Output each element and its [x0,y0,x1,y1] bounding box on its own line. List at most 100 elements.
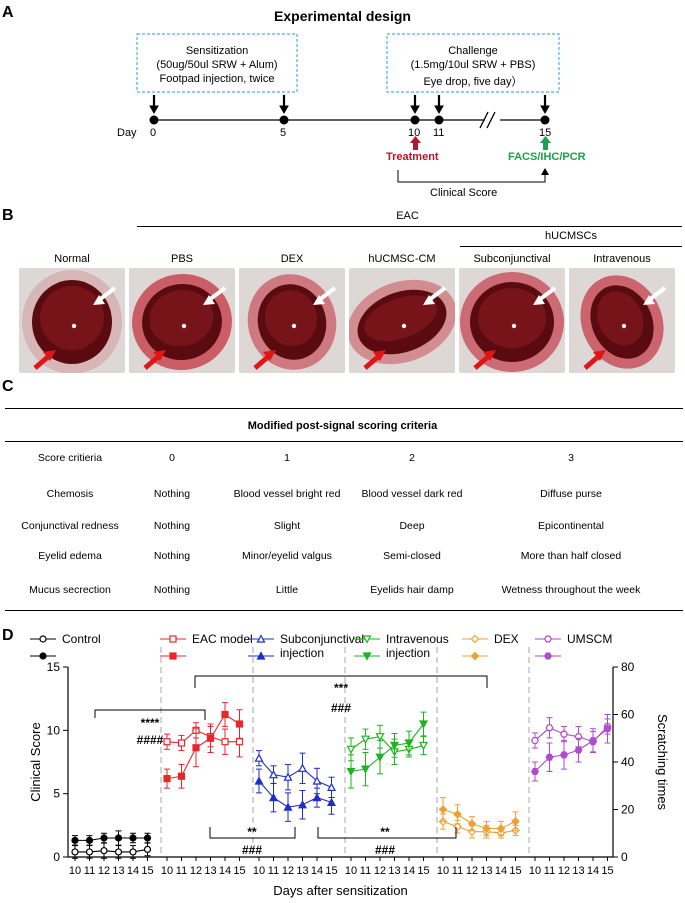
table-cell: Mucus secrection [29,584,111,596]
x-tick-label: 12 [466,865,478,877]
eye-label-subconjunctival: Subconjunctival [473,253,551,265]
score-line [258,757,332,788]
legend-marker-filled [169,652,177,660]
score-point [545,724,554,732]
table-cell: Diffuse purse [540,488,602,500]
table-cell: Eyelids hair damp [370,584,454,596]
red-arrow-icon [143,350,166,370]
table-cell: Little [275,584,299,596]
eye-photo-pbs [129,268,235,373]
legend-label: DEX [494,632,519,646]
scratch-point [418,720,429,729]
x-tick-label: 13 [296,865,308,877]
red-arrow-icon [473,350,496,370]
y2-tick-label: 0 [621,850,628,864]
score-line [75,848,148,853]
white-arrow-icon [643,286,667,305]
scratch-point [100,834,108,842]
sensitization-dose: (50ug/50ul SRW + Alum) [156,59,278,71]
x-tick-label: 11 [360,865,371,877]
scratch-point [453,809,462,819]
x-tick-label: 12 [190,865,202,877]
x-tick-label: 14 [219,865,231,877]
sig-left-hash: #### [137,733,164,747]
eye-photo-subconjunctival [459,268,565,373]
scratch-point [114,834,123,842]
table-title: Modified post-signal scoring criteria [247,420,438,432]
sig-mid2-star: ** [380,825,390,839]
score-point [326,782,337,791]
x-tick-label: 14 [587,865,599,877]
score-point [177,739,186,747]
table-cell: Eyelid edema [38,550,102,562]
eye-label-normal: Normal [54,253,90,265]
table-cell: Wetness throughout the week [501,584,641,596]
score-line [166,729,240,744]
sig-top-star: *** [334,681,348,695]
clinical-score-chart: 0 5 10 15 0 20 40 60 80 Clinical Score Scratching … [28,632,670,898]
table-cell: Minor/eyelid valgus [242,550,332,562]
sig-left-star: **** [141,716,160,730]
legend-label: Intravenous [386,632,449,646]
challenge-title: Challenge [448,45,498,57]
sig-bracket-mid2 [317,827,457,839]
y-tick-label: 15 [47,660,61,674]
panel-c-letter: C [2,378,14,395]
y2-tick-label: 80 [621,660,635,674]
x-tick-label: 14 [495,865,507,877]
score-point [143,845,152,853]
x-tick-label: 14 [311,865,323,877]
y-tick-label: 0 [53,850,60,864]
legend-marker-open [470,634,480,644]
score-point [114,848,123,856]
white-arrow-icon [203,286,227,305]
x-tick-label: 13 [204,865,216,877]
x-tick-label: 15 [509,865,521,877]
score-point [560,730,568,738]
score-point [221,738,229,746]
scratch-point [326,797,337,806]
scratch-line [166,713,240,780]
scratch-point [574,746,583,754]
scratch-point [235,720,244,728]
legend-label: Subconjunctival [280,632,364,646]
scratch-point [545,753,554,761]
hucmscs-label: hUCMSCs [545,230,597,242]
x-tick-label: 14 [403,865,415,877]
y-tick-label: 5 [53,787,60,801]
scratch-point [71,836,79,844]
x-tick-label: 10 [345,865,357,877]
day-15: 15 [539,127,552,139]
treatment-arrow [410,136,421,150]
eac-label: EAC [396,210,419,222]
sig-mid1-hash: ### [242,843,262,857]
scratch-point [206,734,215,742]
y-tick-label: 10 [47,723,61,737]
eye-label-dex: DEX [280,253,304,265]
scratch-point [603,725,612,733]
table-cell: Chemosis [46,488,94,500]
x-tick-label: 11 [84,865,95,877]
red-arrow-icon [363,350,386,370]
x-tick-label: 12 [374,865,386,877]
sensitization-title: Sensitization [185,45,249,57]
scratch-point [404,739,414,748]
score-point [346,745,356,755]
scratch-point [482,824,491,833]
x-tick-label: 10 [161,865,173,877]
challenge-box [386,33,560,93]
eye-label-intravenous: Intravenous [593,253,651,265]
clinical-score-label: Clinical Score [430,187,498,199]
scratch-point [375,753,385,763]
x-tick-label: 12 [98,865,110,877]
x-tick-label: 11 [452,865,463,877]
legend-label-2: injection [280,646,324,660]
panel-d-letter: D [2,627,14,644]
scratch-point [346,767,356,777]
table-header-cell: 2 [409,452,415,464]
white-arrow-icon [533,286,557,305]
legend-label: UMSCM [567,632,612,646]
score-point [163,738,171,746]
score-point [531,737,539,744]
score-point [297,763,308,772]
